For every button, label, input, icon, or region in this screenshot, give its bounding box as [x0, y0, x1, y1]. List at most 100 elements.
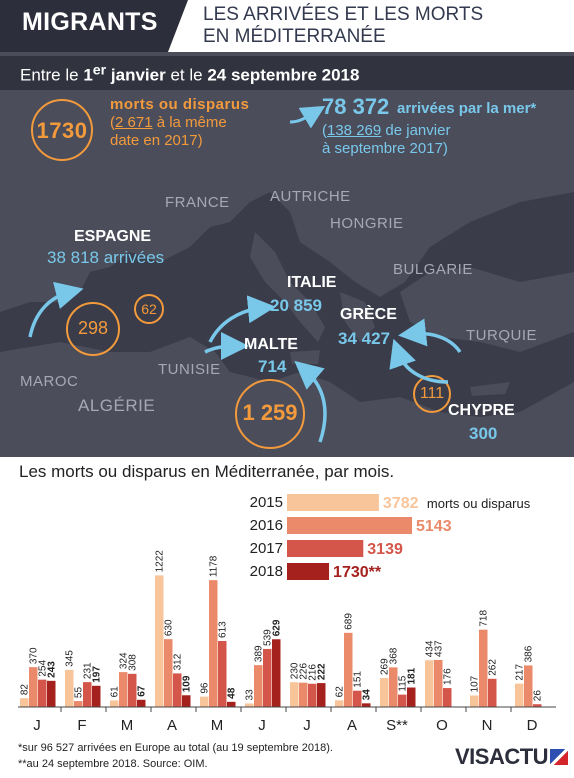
bar-label-2017-4: 613 — [218, 621, 229, 638]
bar-2016-10 — [479, 629, 488, 707]
bar-2015-10 — [470, 695, 479, 707]
bar-2017-11 — [533, 704, 542, 707]
legend-total-2017: 3139 — [367, 541, 403, 558]
grece-arrivals: 34 427 — [338, 329, 390, 348]
header-tag: MIGRANTS — [0, 0, 188, 52]
bar-2016-7 — [344, 632, 353, 707]
legend-year-2017: 2017 — [250, 540, 283, 557]
bar-label-2018-1: 197 — [92, 666, 103, 683]
bar-label-2016-8: 368 — [389, 647, 400, 664]
malte-arrivals: 714 — [258, 357, 287, 376]
bar-label-2015-8: 269 — [380, 658, 391, 675]
bar-label-2017-7: 151 — [353, 671, 364, 688]
bar-2018-7 — [362, 703, 371, 707]
legend-year-2016: 2016 — [250, 517, 283, 534]
bar-label-2016-9: 437 — [434, 640, 445, 657]
bar-label-2017-3: 312 — [173, 653, 184, 670]
period-sup: er — [92, 62, 107, 78]
bar-2018-1 — [92, 685, 101, 707]
bar-2017-5 — [263, 648, 272, 707]
bar-label-2015-1: 345 — [65, 650, 76, 667]
arrivals-total: 78 372 — [322, 94, 390, 119]
period-text: Entre le 1er janvier et le 24 septembre … — [20, 62, 359, 86]
visactu-logo: VISACTU — [455, 744, 569, 770]
bar-label-2017-2: 308 — [128, 654, 139, 671]
espagne-deaths-a: 298 — [77, 318, 109, 338]
deaths-prev: (2 671 à la même date en 2017) — [110, 114, 227, 149]
bar-2016-4 — [209, 580, 218, 707]
label-tunisie: TUNISIE — [158, 361, 221, 378]
header: MIGRANTS LES ARRIVÉES ET LES MORTS EN MÉ… — [0, 0, 574, 52]
bar-label-2015-4: 96 — [200, 682, 211, 694]
bar-2018-8 — [407, 687, 416, 707]
bar-2016-2 — [119, 672, 128, 707]
bar-2017-10 — [488, 678, 497, 707]
legend-bar-2017 — [287, 540, 364, 557]
bar-label-2016-10: 718 — [479, 610, 490, 627]
bar-label-2017-11: 26 — [533, 690, 544, 702]
bar-2018-4 — [227, 701, 236, 707]
bar-label-2015-9: 434 — [425, 640, 436, 657]
bar-2016-11 — [524, 665, 533, 707]
deaths-total: 1730 — [36, 118, 88, 143]
bar-label-2016-7: 689 — [344, 613, 355, 630]
label-maroc: MAROC — [20, 373, 79, 390]
bar-label-2016-2: 324 — [119, 652, 130, 669]
bar-2015-9 — [425, 660, 434, 707]
label-turquie: TURQUIE — [466, 327, 537, 344]
espagne-name: ESPAGNE — [74, 228, 152, 245]
mediterranean-map: Entre le 1er janvier et le 24 septembre … — [0, 52, 574, 457]
legend-total-2018: 1730** — [333, 564, 382, 581]
bar-2016-9 — [434, 659, 443, 707]
deaths-prev-line1: à la même — [152, 114, 227, 131]
bar-label-2017-10: 262 — [488, 659, 499, 676]
month-label-0: J — [33, 717, 41, 734]
bar-2017-8 — [398, 694, 407, 707]
month-label-7: A — [347, 717, 357, 734]
legend-suffix-2015: morts ou disparus — [427, 496, 531, 511]
bar-label-2015-2: 61 — [110, 686, 121, 698]
bar-2017-4 — [218, 640, 227, 707]
bar-label-2018-3: 109 — [182, 675, 193, 692]
period-prefix: Entre le — [20, 65, 84, 85]
header-title: LES ARRIVÉES ET LES MORTS EN MÉDITERRANÉ… — [203, 4, 483, 48]
bar-2015-6 — [290, 682, 299, 707]
bar-label-2018-8: 181 — [407, 667, 418, 684]
bar-2016-5 — [254, 665, 263, 707]
bar-label-2018-5: 629 — [272, 619, 283, 636]
bar-2015-11 — [515, 683, 524, 707]
bar-label-2016-6: 226 — [299, 663, 310, 680]
bar-label-2017-0: 254 — [38, 660, 49, 677]
bar-2015-4 — [200, 696, 209, 707]
legend-bar-2016 — [287, 517, 412, 534]
period-mid: et le — [165, 65, 208, 85]
chypre-arrivals: 300 — [469, 424, 498, 443]
label-bulgarie: BULGARIE — [393, 261, 473, 278]
bar-label-2018-6: 222 — [317, 663, 328, 680]
bar-2015-7 — [335, 700, 344, 707]
bar-2015-5 — [245, 703, 254, 707]
period-date2: 24 septembre 2018 — [207, 65, 360, 85]
bar-label-2017-9: 176 — [443, 668, 454, 685]
month-label-3: A — [167, 717, 177, 734]
arrivals-prev-line2: à septembre 2017) — [322, 140, 448, 157]
bar-2015-8 — [380, 678, 389, 707]
map-background — [0, 52, 574, 457]
bar-label-2015-10: 107 — [470, 675, 481, 692]
month-label-2: M — [121, 717, 134, 734]
label-autriche: AUTRICHE — [270, 188, 351, 205]
deaths-label: morts ou disparus — [110, 96, 250, 113]
period-month1: janvier — [106, 65, 166, 85]
footnote-2: **au 24 septembre 2018. Source: OIM. — [18, 758, 208, 770]
espagne-deaths-b: 62 — [141, 301, 157, 317]
chart-title: Les morts ou disparus en Méditerranée, p… — [19, 462, 395, 481]
period-banner — [0, 56, 574, 90]
chypre-name: CHYPRE — [448, 402, 515, 419]
bar-label-2018-7: 34 — [362, 689, 373, 701]
bar-label-2018-4: 48 — [227, 687, 238, 699]
bar-2017-7 — [353, 690, 362, 707]
bar-label-2015-7: 62 — [335, 686, 346, 698]
month-label-5: J — [258, 717, 266, 734]
bar-2015-0 — [20, 698, 29, 707]
legend-total-2016: 5143 — [416, 518, 452, 535]
